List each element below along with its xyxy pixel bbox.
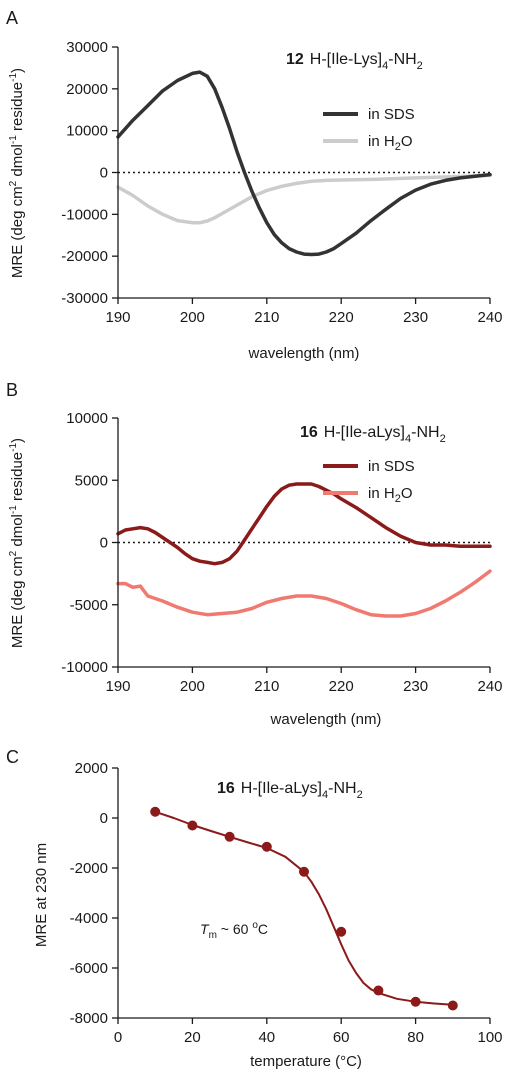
panel-a-y-tick-label: 20000: [66, 81, 108, 98]
panel-c-data-point: [410, 996, 421, 1007]
panel-c-y-tick-label: 0: [100, 810, 108, 827]
panel-b-x-tick-label: 230: [403, 678, 428, 695]
panel-a-series-in-h2o: [116, 173, 492, 225]
panel-b-series-in-h2o: [116, 569, 492, 618]
panel-a-y-tick-label: 10000: [66, 123, 108, 140]
panel-a-y-tick-label: 0: [100, 165, 108, 182]
panel-b-plot: [116, 482, 492, 618]
panel-a-x-label: wavelength (nm): [248, 345, 360, 362]
panel-a-x-tick-label: 210: [254, 309, 279, 326]
panel-b-x-tick-label: 210: [254, 678, 279, 695]
panel-b-legend: in SDS in H2O: [323, 458, 415, 505]
panel-a-x-tick-label: 230: [403, 309, 428, 326]
panel-b-x-tick-label: 200: [180, 678, 205, 695]
panel-a-series-in-sds: [116, 70, 492, 257]
panel-a-x-ticks: 190 200 210 220 230 240: [105, 298, 503, 326]
panel-a-x-tick-label: 190: [105, 309, 130, 326]
panel-letter-c: C: [6, 747, 19, 767]
panel-c-data-point: [224, 831, 235, 842]
panel-c-title: 16 H-[Ile-aLys]4-NH2: [217, 780, 363, 801]
panel-b-y-label: MRE (deg cm2 dmol-1 residue-1): [8, 438, 26, 648]
panel-c-data-point: [299, 866, 309, 877]
panel-c-data-point: [150, 806, 161, 817]
panel-b-y-ticks: 10000 5000 0 -5000 -10000: [61, 410, 118, 676]
panel-b-x-tick-label: 240: [477, 678, 502, 695]
panel-b-legend-label-sds: in SDS: [368, 458, 415, 475]
panel-a-title: 12 H-[Ile-Lys]4-NH2: [286, 51, 423, 72]
panel-b-series-in-sds: [116, 482, 492, 566]
panel-c-plot: [150, 806, 458, 1011]
panel-b-x-label: wavelength (nm): [270, 711, 382, 728]
panel-b-x-tick-label: 220: [329, 678, 354, 695]
panel-b-x-tick-label: 190: [105, 678, 130, 695]
panel-a: A 30000 20000 10000 0 -10000 -20000 -30000 190…: [6, 8, 503, 362]
panel-a-y-label: MRE (deg cm2 dmol-1 residue-1): [8, 68, 26, 278]
panel-c-y-tick-label: -8000: [70, 1010, 108, 1027]
panel-b-y-tick-label: 10000: [66, 410, 108, 427]
panel-a-x-tick-label: 200: [180, 309, 205, 326]
panel-a-legend-label-h2o: in H2O: [368, 133, 412, 153]
panel-b-y-tick-label: 5000: [75, 472, 108, 489]
panel-c-y-ticks: 2000 0 -2000 -4000 -6000 -8000: [70, 760, 118, 1027]
panel-c: C 2000 0 -2000 -4000 -6000 -8000 0 20 40 60 80 100…: [6, 747, 503, 1070]
panel-letter-b: B: [6, 380, 18, 400]
panel-b-legend-label-h2o: in H2O: [368, 485, 412, 505]
panel-a-legend: in SDS in H2O: [323, 106, 415, 153]
panel-c-x-tick-label: 100: [477, 1029, 502, 1046]
panel-c-y-tick-label: 2000: [75, 760, 108, 777]
panel-c-x-tick-label: 60: [333, 1029, 350, 1046]
panel-c-x-label: temperature (°C): [250, 1053, 362, 1070]
panel-c-data-point: [261, 841, 272, 852]
panel-a-y-tick-label: -20000: [61, 248, 108, 265]
panel-a-y-tick-label: -10000: [61, 206, 108, 223]
panel-a-y-tick-label: 30000: [66, 39, 108, 56]
panel-c-data-point: [373, 985, 384, 996]
panel-b-title: 16 H-[Ile-aLys]4-NH2: [300, 424, 446, 445]
panel-b-y-tick-label: -5000: [70, 597, 108, 614]
panel-a-x-tick-label: 220: [329, 309, 354, 326]
panel-b: B 10000 5000 0 -5000 -10000 190 200 210 220 230 2…: [6, 380, 503, 728]
panel-c-data-point: [336, 926, 347, 937]
panel-a-plot: [116, 70, 492, 257]
panel-letter-a: A: [6, 8, 18, 28]
panel-c-y-tick-label: -6000: [70, 960, 108, 977]
panel-c-fit-curve: [154, 810, 453, 1006]
panel-c-data-point: [447, 1000, 458, 1011]
panel-c-y-tick-label: -2000: [70, 860, 108, 877]
panel-b-y-tick-label: -10000: [61, 659, 108, 676]
panel-b-x-ticks: 190 200 210 220 230 240: [105, 667, 503, 695]
panel-c-data-point: [187, 820, 198, 831]
panel-c-y-tick-label: -4000: [70, 910, 108, 927]
panel-a-y-ticks: 30000 20000 10000 0 -10000 -20000 -30000: [61, 39, 118, 307]
panel-b-y-tick-label: 0: [100, 535, 108, 552]
panel-c-x-ticks: 0 20 40 60 80 100: [114, 1018, 503, 1046]
panel-c-x-tick-label: 20: [184, 1029, 201, 1046]
panel-c-tm-annotation: Tm ~ 60 oC: [200, 920, 268, 941]
panel-c-y-label: MRE at 230 nm: [33, 843, 50, 947]
panel-c-x-tick-label: 0: [114, 1029, 122, 1046]
panel-c-x-tick-label: 80: [407, 1029, 424, 1046]
panel-a-x-tick-label: 240: [477, 309, 502, 326]
panel-c-x-tick-label: 40: [258, 1029, 275, 1046]
panel-a-legend-label-sds: in SDS: [368, 106, 415, 123]
panel-a-y-tick-label: -30000: [61, 290, 108, 307]
